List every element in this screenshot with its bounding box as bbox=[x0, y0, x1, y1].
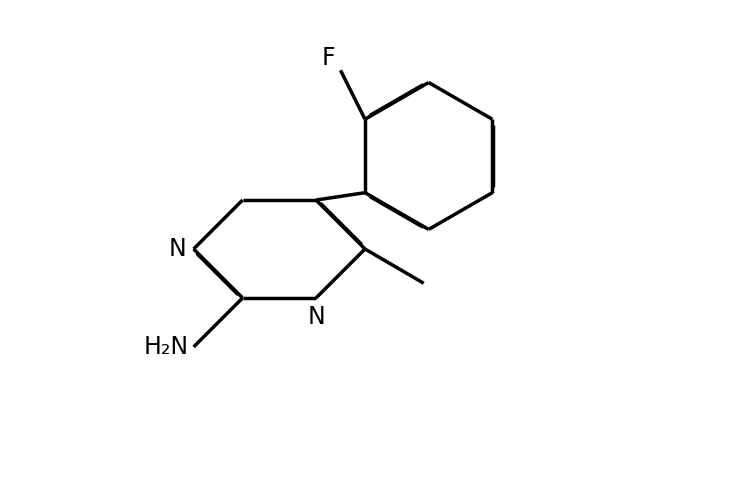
Text: F: F bbox=[322, 46, 336, 70]
Text: N: N bbox=[307, 305, 325, 329]
Text: N: N bbox=[169, 237, 186, 261]
Text: H₂N: H₂N bbox=[144, 335, 189, 359]
